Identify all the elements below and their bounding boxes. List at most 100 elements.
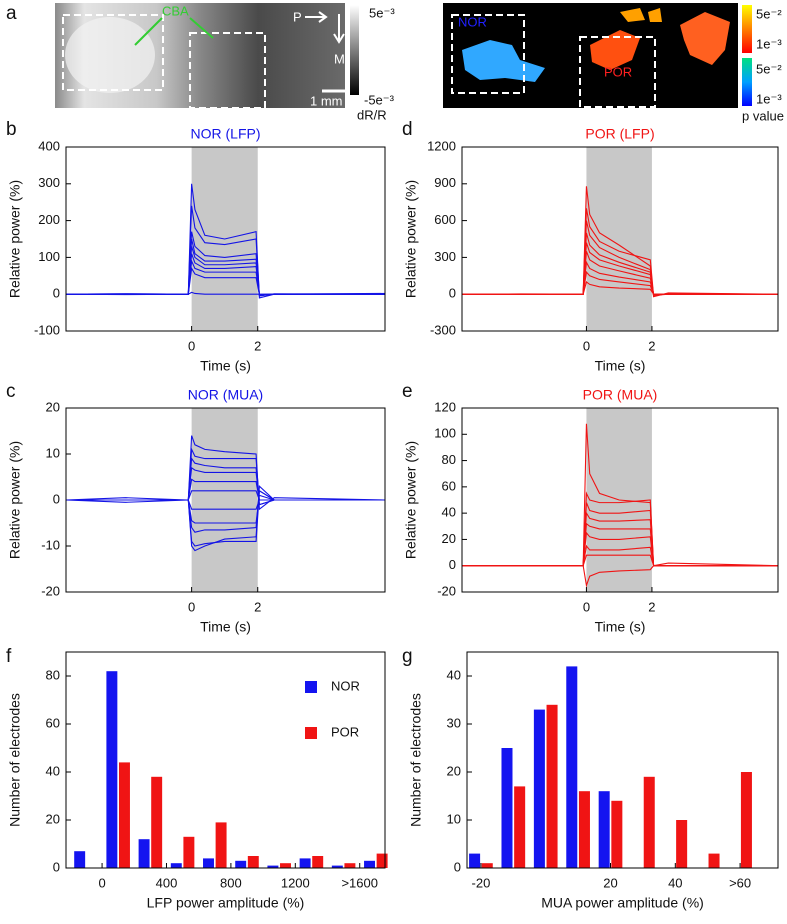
y-tick-label: 10: [46, 445, 60, 460]
y-tick-label: 200: [38, 212, 60, 227]
panel-label: a: [6, 3, 17, 24]
y-tick-label: 0: [53, 491, 60, 506]
y-tick-label: 0: [454, 859, 461, 874]
x-tick-label: 2: [254, 338, 261, 353]
roi-box: [579, 36, 656, 108]
bar: [481, 863, 493, 868]
bar: [708, 853, 720, 868]
y-tick-label: 20: [447, 763, 461, 778]
y-tick-label: 40: [442, 505, 456, 520]
panel-label: c: [6, 381, 16, 402]
colorbar-label: 1e⁻³: [756, 91, 782, 106]
x-axis-label: LFP power amplitude (%): [147, 895, 305, 911]
blob: [620, 8, 662, 22]
y-tick-label: 0: [449, 286, 456, 301]
y-axis-label: Relative power (%): [403, 441, 419, 559]
chart-title: POR (MUA): [583, 387, 658, 403]
x-tick-label: 1200: [281, 875, 310, 890]
y-tick-label: 40: [447, 667, 461, 682]
x-axis-label: MUA power amplitude (%): [541, 895, 704, 911]
trace: [65, 435, 386, 511]
roi-box: [62, 14, 164, 91]
x-tick-label: 800: [220, 875, 242, 890]
bar: [643, 776, 655, 868]
colorbar: [742, 5, 752, 53]
y-tick-label: 120: [434, 399, 456, 414]
y-tick-label: 400: [38, 138, 60, 153]
y-axis-label: Relative power (%): [7, 180, 23, 298]
bar: [183, 836, 195, 868]
bar: [118, 762, 130, 868]
blob: [590, 30, 640, 70]
orientation-arrows: [305, 11, 345, 44]
scale-label: 1 mm: [310, 93, 343, 108]
bar: [247, 856, 259, 868]
y-tick-label: 10: [447, 811, 461, 826]
y-tick-label: 100: [434, 426, 456, 441]
bar: [267, 865, 279, 868]
bar: [611, 800, 623, 868]
panel-label: b: [6, 119, 17, 140]
pointer: [189, 17, 214, 39]
bar: [533, 709, 545, 868]
region-label: NOR: [458, 14, 487, 29]
bar: [331, 865, 343, 868]
colorbar-label: 5e⁻²: [756, 6, 782, 21]
y-tick-label: 40: [46, 763, 60, 778]
y-tick-label: 80: [46, 667, 60, 682]
plot-frame: [65, 146, 386, 332]
y-tick-label: 0: [53, 286, 60, 301]
legend-label: POR: [331, 724, 359, 739]
stimulus-period: [191, 408, 258, 592]
panel-label: f: [6, 646, 12, 667]
colorbar: [742, 58, 752, 106]
bar: [578, 791, 590, 868]
trace: [462, 565, 778, 588]
bar: [740, 772, 752, 868]
bar: [299, 858, 311, 868]
plot-frame: [461, 146, 779, 332]
x-tick-label: 0: [583, 338, 590, 353]
bar: [151, 776, 163, 868]
x-tick-label: 40: [668, 875, 682, 890]
bar: [566, 666, 578, 868]
y-axis-label: Relative power (%): [7, 441, 23, 559]
y-tick-label: 80: [442, 452, 456, 467]
y-tick-label: 20: [46, 399, 60, 414]
y-tick-label: 30: [447, 715, 461, 730]
x-tick-label: 2: [254, 599, 261, 614]
x-tick-label: -20: [472, 875, 491, 890]
trace: [66, 485, 385, 552]
y-tick-label: -100: [34, 322, 60, 337]
bar: [138, 839, 150, 868]
x-tick-label: 0: [98, 875, 105, 890]
bar: [235, 860, 247, 868]
x-tick-label: 0: [583, 599, 590, 614]
colorbar: [350, 5, 359, 95]
y-tick-label: 0: [53, 859, 60, 874]
colorbar-label: -5e⁻³: [364, 92, 395, 107]
y-tick-label: 600: [434, 212, 456, 227]
bar: [203, 858, 214, 868]
x-tick-label: 2: [648, 599, 655, 614]
pointer: [134, 17, 163, 46]
x-tick-label: >1600: [341, 875, 378, 890]
y-tick-label: 20: [46, 811, 60, 826]
bar: [376, 853, 388, 868]
legend-swatch: [305, 681, 317, 693]
y-tick-label: 1200: [427, 138, 456, 153]
y-axis-label: Number of electrodes: [7, 693, 23, 827]
bar: [280, 863, 291, 868]
y-tick-label: 20: [442, 531, 456, 546]
colorbar-label: 5e⁻³: [369, 5, 395, 20]
region-label: POR: [604, 64, 632, 79]
y-tick-label: -20: [41, 583, 60, 598]
bar: [106, 671, 118, 868]
trace: [462, 281, 778, 295]
plot-frame: [65, 407, 386, 593]
x-axis-label: Time (s): [595, 358, 646, 374]
blob: [462, 40, 545, 82]
colorbar-title: p value: [742, 108, 784, 123]
bar: [364, 860, 376, 868]
